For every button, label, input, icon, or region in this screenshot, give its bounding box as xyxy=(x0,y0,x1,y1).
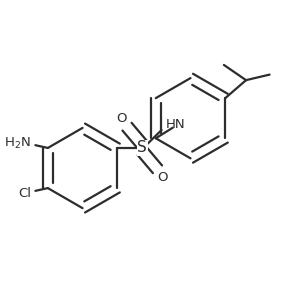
Text: O: O xyxy=(116,112,127,125)
Text: HN: HN xyxy=(166,118,185,131)
Text: O: O xyxy=(158,171,168,184)
Text: S: S xyxy=(137,140,147,155)
Text: Cl: Cl xyxy=(18,187,31,200)
Text: H$_2$N: H$_2$N xyxy=(4,136,31,151)
